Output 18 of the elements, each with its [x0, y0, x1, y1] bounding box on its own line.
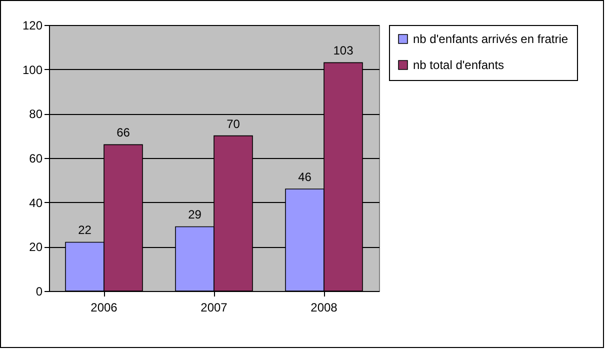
- y-tick-label: 20: [29, 240, 43, 254]
- data-label: 29: [188, 208, 202, 222]
- x-tick-label: 2007: [200, 300, 228, 314]
- data-label: 22: [78, 223, 92, 238]
- data-label: 70: [226, 116, 240, 131]
- legend-label: nb total d'enfants: [413, 58, 504, 72]
- y-tick-label: 120: [22, 18, 43, 32]
- data-label: 103: [333, 44, 354, 58]
- y-tick-label: 100: [22, 62, 43, 77]
- y-tick-label: 0: [36, 284, 43, 298]
- data-label: 46: [298, 170, 312, 184]
- x-tick-label: 2008: [310, 300, 338, 314]
- y-tick-label: 40: [29, 196, 43, 210]
- legend-label: nb d'enfants arrivés en fratrie: [413, 32, 568, 46]
- x-tick-label: 2006: [90, 300, 118, 314]
- y-tick-label: 60: [29, 152, 43, 166]
- data-label: 66: [116, 126, 130, 140]
- y-tick-label: 80: [29, 107, 43, 122]
